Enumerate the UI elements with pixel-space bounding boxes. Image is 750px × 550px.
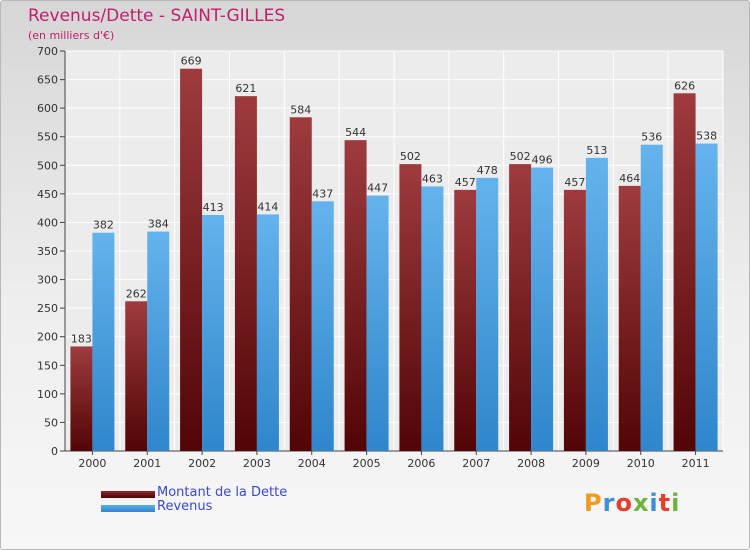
data-label-dette: 457 xyxy=(455,176,476,189)
data-label-dette: 544 xyxy=(345,126,366,139)
data-label-revenus: 538 xyxy=(696,130,717,143)
logo-letter: i xyxy=(649,489,659,517)
y-tick-label: 700 xyxy=(37,45,58,58)
y-tick-label: 350 xyxy=(37,245,58,258)
data-label-revenus: 496 xyxy=(532,154,553,167)
data-label-dette: 262 xyxy=(126,287,147,300)
data-label-dette: 502 xyxy=(400,150,421,163)
data-label-revenus: 437 xyxy=(312,187,333,200)
bar-revenus xyxy=(421,186,444,451)
data-label-revenus: 513 xyxy=(586,144,607,157)
data-label-revenus: 414 xyxy=(257,200,278,213)
bar-revenus xyxy=(92,232,115,451)
legend-swatch-dette xyxy=(101,491,155,498)
data-label-revenus: 536 xyxy=(641,131,662,144)
bar-revenus xyxy=(640,144,663,451)
x-tick-label: 2004 xyxy=(298,457,326,470)
data-label-revenus: 382 xyxy=(93,219,114,232)
y-tick-label: 650 xyxy=(37,74,58,87)
y-tick-label: 300 xyxy=(37,274,58,287)
bar-dette xyxy=(563,189,586,451)
bar-revenus xyxy=(366,195,389,451)
data-label-revenus: 384 xyxy=(148,218,169,231)
y-tick-label: 400 xyxy=(37,216,58,229)
bar-dette xyxy=(289,117,312,452)
x-tick-label: 2000 xyxy=(78,457,106,470)
proxiti-logo: Proxiti xyxy=(584,489,680,517)
bar-revenus xyxy=(311,201,334,451)
y-tick-label: 0 xyxy=(51,445,58,458)
x-tick-label: 2009 xyxy=(572,457,600,470)
chart-title: Revenus/Dette - SAINT-GILLES xyxy=(28,6,286,26)
data-label-dette: 621 xyxy=(235,82,256,95)
x-tick-label: 2010 xyxy=(627,457,655,470)
x-tick-label: 2005 xyxy=(353,457,381,470)
bar-dette xyxy=(70,346,93,451)
y-tick-label: 200 xyxy=(37,331,58,344)
y-tick-label: 50 xyxy=(44,416,58,429)
data-label-dette: 626 xyxy=(674,79,695,92)
bar-revenus xyxy=(476,177,499,451)
logo-letter: o xyxy=(615,489,633,517)
x-tick-label: 2006 xyxy=(407,457,435,470)
data-label-revenus: 478 xyxy=(477,164,498,177)
bar-revenus xyxy=(585,157,608,451)
data-label-dette: 502 xyxy=(510,150,531,163)
data-label-revenus: 463 xyxy=(422,172,443,185)
bar-dette xyxy=(399,164,422,451)
bar-dette xyxy=(509,164,532,451)
y-tick-label: 600 xyxy=(37,102,58,115)
logo-letter: i xyxy=(671,489,681,517)
data-label-dette: 584 xyxy=(290,103,311,116)
x-tick-label: 2001 xyxy=(133,457,161,470)
bar-revenus xyxy=(202,215,225,451)
data-label-dette: 669 xyxy=(181,55,202,68)
bar-revenus xyxy=(256,214,279,451)
x-tick-label: 2002 xyxy=(188,457,216,470)
x-tick-label: 2003 xyxy=(243,457,271,470)
y-tick-label: 500 xyxy=(37,159,58,172)
bar-dette xyxy=(454,189,477,451)
y-tick-label: 150 xyxy=(37,359,58,372)
x-tick-label: 2011 xyxy=(682,457,710,470)
x-tick-label: 2007 xyxy=(462,457,490,470)
x-tick-label: 2008 xyxy=(517,457,545,470)
legend-label-dette: Montant de la Dette xyxy=(157,485,288,500)
y-tick-label: 100 xyxy=(37,388,58,401)
data-label-revenus: 413 xyxy=(203,201,224,214)
bar-revenus xyxy=(147,231,170,451)
legend-label-revenus: Revenus xyxy=(157,499,213,514)
logo-letter: x xyxy=(632,489,650,517)
logo-letter: r xyxy=(602,489,616,517)
y-tick-label: 450 xyxy=(37,188,58,201)
legend-swatch-revenus xyxy=(101,505,155,512)
bar-dette xyxy=(618,185,641,451)
bar-dette xyxy=(125,301,148,451)
chart-subtitle: (en milliers d'€) xyxy=(28,29,115,42)
data-label-dette: 457 xyxy=(564,176,585,189)
bar-dette xyxy=(180,68,203,451)
bar-dette xyxy=(234,96,257,452)
data-label-revenus: 447 xyxy=(367,182,388,195)
y-tick-label: 250 xyxy=(37,302,58,315)
y-tick-label: 550 xyxy=(37,131,58,144)
data-label-dette: 464 xyxy=(619,172,640,185)
bar-revenus xyxy=(695,143,718,452)
bar-dette xyxy=(673,93,696,452)
bar-revenus xyxy=(531,167,554,452)
bar-dette xyxy=(344,140,367,451)
logo-letter: P xyxy=(584,489,603,517)
data-label-dette: 183 xyxy=(71,332,92,345)
logo-letter: t xyxy=(658,489,672,517)
